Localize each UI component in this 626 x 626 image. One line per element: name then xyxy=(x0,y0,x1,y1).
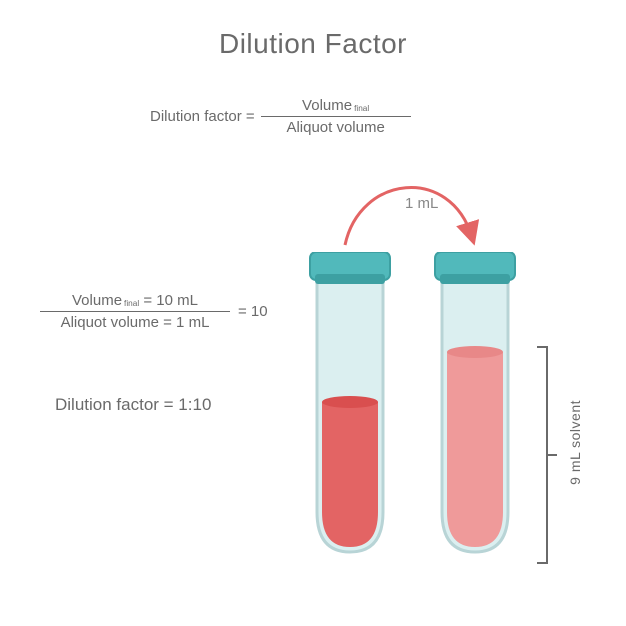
dilution-factor-result: Dilution factor = 1:10 xyxy=(55,395,211,415)
transfer-volume-label: 1 mL xyxy=(405,195,438,212)
numeric-numerator-val: = 10 mL xyxy=(139,292,198,309)
numeric-numerator-main: Volume xyxy=(72,292,122,309)
diagram-root: Dilution Factor Dilution factor = Volume… xyxy=(0,0,626,626)
numeric-fraction: Volumefinal = 10 mL Aliquot volume = 1 m… xyxy=(40,290,230,333)
formula-numerator-sub: final xyxy=(354,104,369,113)
page-title: Dilution Factor xyxy=(0,28,626,60)
formula-lhs: Dilution factor = xyxy=(150,108,255,125)
tube-concentrated xyxy=(305,252,395,562)
formula-definition: Dilution factor = Volumefinal Aliquot vo… xyxy=(150,95,411,138)
solvent-bracket xyxy=(535,345,560,565)
formula-fraction: Volumefinal Aliquot volume xyxy=(261,95,411,138)
numeric-numerator: Volumefinal = 10 mL xyxy=(66,290,204,311)
solvent-volume-label: 9 mL solvent xyxy=(567,400,583,485)
formula-numerator-main: Volume xyxy=(302,97,352,114)
formula-numeric: Volumefinal = 10 mL Aliquot volume = 1 m… xyxy=(40,290,268,333)
formula-numerator: Volumefinal xyxy=(296,95,375,116)
formula-denominator: Aliquot volume xyxy=(280,117,390,138)
numeric-numerator-sub: final xyxy=(124,299,139,308)
tube-diluted xyxy=(430,252,520,562)
numeric-denominator: Aliquot volume = 1 mL xyxy=(55,312,216,333)
numeric-result: = 10 xyxy=(238,303,268,320)
